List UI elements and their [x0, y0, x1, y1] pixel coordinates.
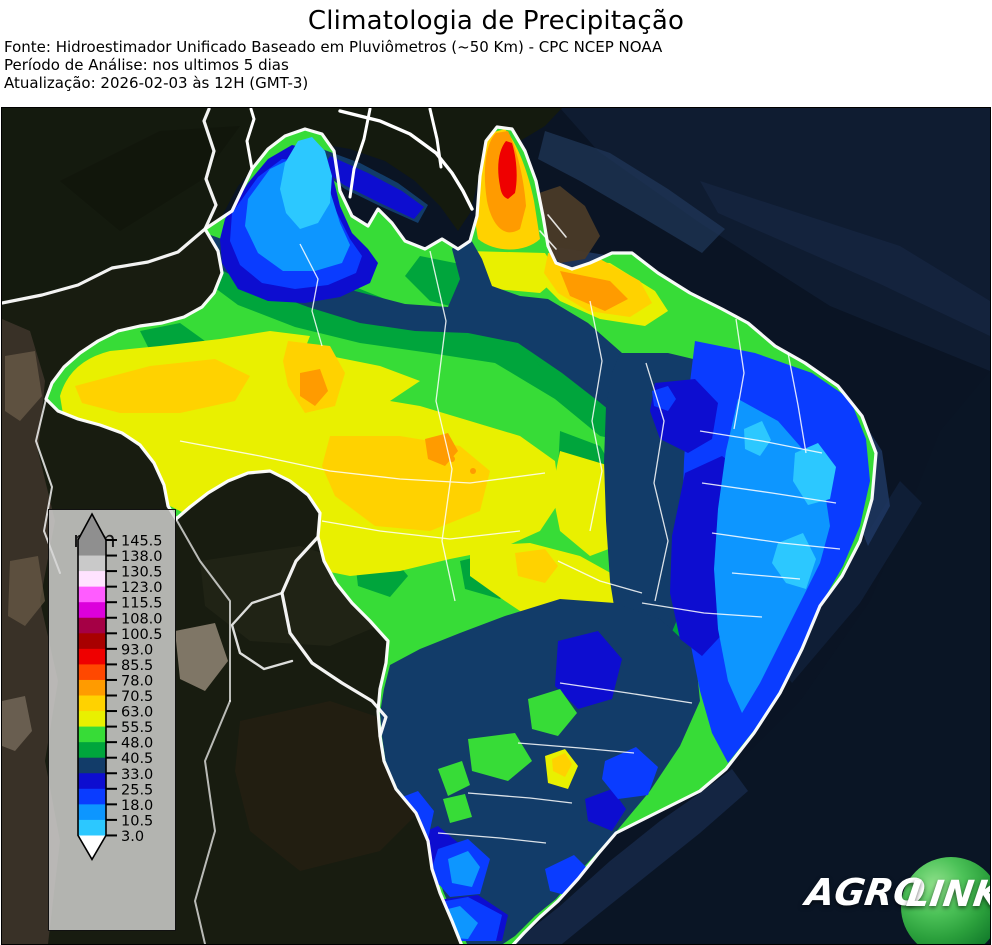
svg-text:100.5: 100.5: [121, 627, 163, 643]
colorbar: 145.5138.0130.5123.0115.5108.0100.593.08…: [49, 510, 177, 870]
page: Climatologia de Precipitação Fonte: Hidr…: [0, 0, 992, 945]
svg-text:93.0: 93.0: [121, 642, 153, 658]
legend-panel: mm 145.5138.0130.5123.0115.5108.0100.593…: [48, 509, 176, 931]
svg-text:33.0: 33.0: [121, 767, 153, 783]
svg-text:123.0: 123.0: [121, 580, 163, 596]
agrolink-logo-link: LINK: [904, 874, 991, 915]
svg-text:130.5: 130.5: [121, 565, 163, 581]
svg-text:63.0: 63.0: [121, 705, 153, 721]
update-line: Atualização: 2026-02-03 às 12H (GMT-3): [4, 75, 308, 92]
svg-text:138.0: 138.0: [121, 549, 163, 565]
svg-text:10.5: 10.5: [121, 813, 153, 829]
svg-text:108.0: 108.0: [121, 611, 163, 627]
svg-text:70.5: 70.5: [121, 689, 153, 705]
svg-text:115.5: 115.5: [121, 596, 163, 612]
svg-text:145.5: 145.5: [121, 534, 163, 550]
svg-text:3.0: 3.0: [121, 829, 144, 845]
precipitation-map: mm 145.5138.0130.5123.0115.5108.0100.593…: [1, 107, 991, 945]
svg-text:25.5: 25.5: [121, 782, 153, 798]
svg-text:85.5: 85.5: [121, 658, 153, 674]
svg-text:40.5: 40.5: [121, 751, 153, 767]
period-line: Período de Análise: nos ultimos 5 dias: [4, 57, 289, 74]
svg-text:48.0: 48.0: [121, 736, 153, 752]
source-line: Fonte: Hidroestimador Unificado Baseado …: [4, 39, 662, 56]
svg-text:55.5: 55.5: [121, 720, 153, 736]
page-title: Climatologia de Precipitação: [0, 6, 992, 36]
svg-text:78.0: 78.0: [121, 673, 153, 689]
svg-text:18.0: 18.0: [121, 798, 153, 814]
